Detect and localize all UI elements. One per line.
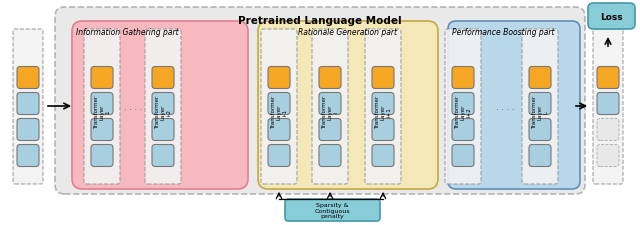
- FancyBboxPatch shape: [597, 145, 619, 167]
- Text: Transformer
Layer
i-1: Transformer Layer i-1: [271, 95, 287, 128]
- FancyBboxPatch shape: [258, 22, 438, 189]
- FancyBboxPatch shape: [145, 30, 181, 184]
- Text: Transformer
Layer
i: Transformer Layer i: [322, 95, 339, 128]
- FancyBboxPatch shape: [372, 119, 394, 141]
- FancyBboxPatch shape: [452, 67, 474, 89]
- FancyBboxPatch shape: [597, 119, 619, 141]
- FancyBboxPatch shape: [152, 93, 174, 115]
- Text: Transformer
Layer
1: Transformer Layer 1: [93, 95, 110, 128]
- FancyBboxPatch shape: [319, 67, 341, 89]
- FancyBboxPatch shape: [84, 30, 120, 184]
- FancyBboxPatch shape: [312, 30, 348, 184]
- FancyBboxPatch shape: [268, 93, 290, 115]
- FancyBboxPatch shape: [319, 145, 341, 167]
- FancyBboxPatch shape: [268, 67, 290, 89]
- FancyBboxPatch shape: [593, 30, 623, 184]
- FancyBboxPatch shape: [91, 119, 113, 141]
- FancyBboxPatch shape: [91, 93, 113, 115]
- FancyBboxPatch shape: [452, 145, 474, 167]
- FancyBboxPatch shape: [261, 30, 297, 184]
- FancyBboxPatch shape: [452, 119, 474, 141]
- Text: Transformer
Layer
i+2: Transformer Layer i+2: [454, 95, 471, 128]
- FancyBboxPatch shape: [597, 93, 619, 115]
- Text: . . . .: . . . .: [124, 102, 142, 111]
- FancyBboxPatch shape: [319, 93, 341, 115]
- FancyBboxPatch shape: [529, 93, 551, 115]
- Text: Rationale Generation part: Rationale Generation part: [298, 28, 397, 37]
- FancyBboxPatch shape: [522, 30, 558, 184]
- FancyBboxPatch shape: [365, 30, 401, 184]
- FancyBboxPatch shape: [268, 145, 290, 167]
- FancyBboxPatch shape: [72, 22, 248, 189]
- FancyBboxPatch shape: [452, 93, 474, 115]
- Text: Pretrained Language Model: Pretrained Language Model: [238, 16, 402, 26]
- FancyBboxPatch shape: [597, 67, 619, 89]
- FancyBboxPatch shape: [448, 22, 580, 189]
- FancyBboxPatch shape: [529, 67, 551, 89]
- Text: Sparsity &
Contiguous
penalty: Sparsity & Contiguous penalty: [315, 202, 350, 218]
- FancyBboxPatch shape: [445, 30, 481, 184]
- FancyBboxPatch shape: [13, 30, 43, 184]
- Text: Information Gathering part: Information Gathering part: [76, 28, 179, 37]
- FancyBboxPatch shape: [91, 145, 113, 167]
- FancyBboxPatch shape: [152, 67, 174, 89]
- FancyBboxPatch shape: [319, 119, 341, 141]
- FancyBboxPatch shape: [91, 67, 113, 89]
- FancyBboxPatch shape: [17, 119, 39, 141]
- FancyBboxPatch shape: [152, 145, 174, 167]
- FancyBboxPatch shape: [372, 93, 394, 115]
- FancyBboxPatch shape: [55, 8, 585, 194]
- Text: Transformer
Layer
i-2: Transformer Layer i-2: [155, 95, 172, 128]
- FancyBboxPatch shape: [529, 119, 551, 141]
- Text: . . . .: . . . .: [496, 102, 514, 111]
- FancyBboxPatch shape: [152, 119, 174, 141]
- FancyBboxPatch shape: [17, 67, 39, 89]
- Text: Performance Boosting part: Performance Boosting part: [452, 28, 554, 37]
- FancyBboxPatch shape: [17, 145, 39, 167]
- FancyBboxPatch shape: [17, 93, 39, 115]
- FancyBboxPatch shape: [529, 145, 551, 167]
- Text: Transformer
Layer
i+1: Transformer Layer i+1: [374, 95, 391, 128]
- Text: Transformer
Layer
L: Transformer Layer L: [532, 95, 548, 128]
- FancyBboxPatch shape: [268, 119, 290, 141]
- Text: Loss: Loss: [600, 12, 623, 21]
- FancyBboxPatch shape: [285, 199, 380, 221]
- FancyBboxPatch shape: [372, 67, 394, 89]
- FancyBboxPatch shape: [588, 4, 635, 30]
- FancyBboxPatch shape: [372, 145, 394, 167]
